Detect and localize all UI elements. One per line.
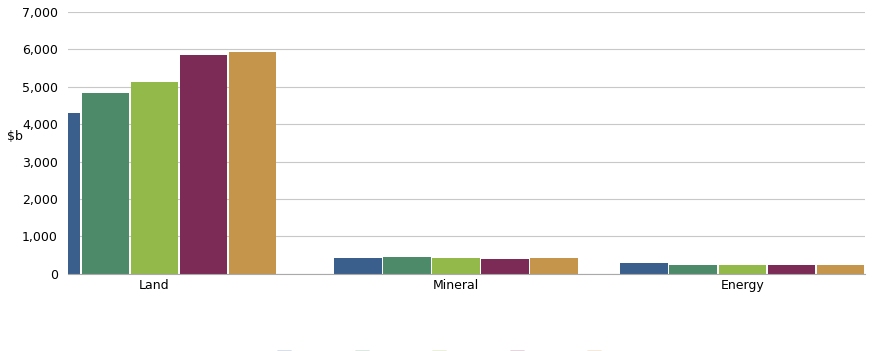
Bar [433,258,480,274]
Bar [334,258,382,274]
Bar [383,257,431,274]
Bar [719,265,766,274]
Bar [767,265,815,274]
Legend: 2013-14, 2014-15, 2015-16, 2016-17, 2017-18: 2013-14, 2014-15, 2015-16, 2016-17, 2017… [273,345,660,351]
Bar [530,258,578,274]
Bar [481,259,529,274]
Bar [32,113,80,274]
Bar [131,81,178,274]
Bar [228,52,276,274]
Bar [817,265,864,274]
Bar [180,55,228,274]
Bar [620,263,668,274]
Y-axis label: $b: $b [7,130,23,143]
Bar [670,265,717,274]
Bar [82,93,129,274]
